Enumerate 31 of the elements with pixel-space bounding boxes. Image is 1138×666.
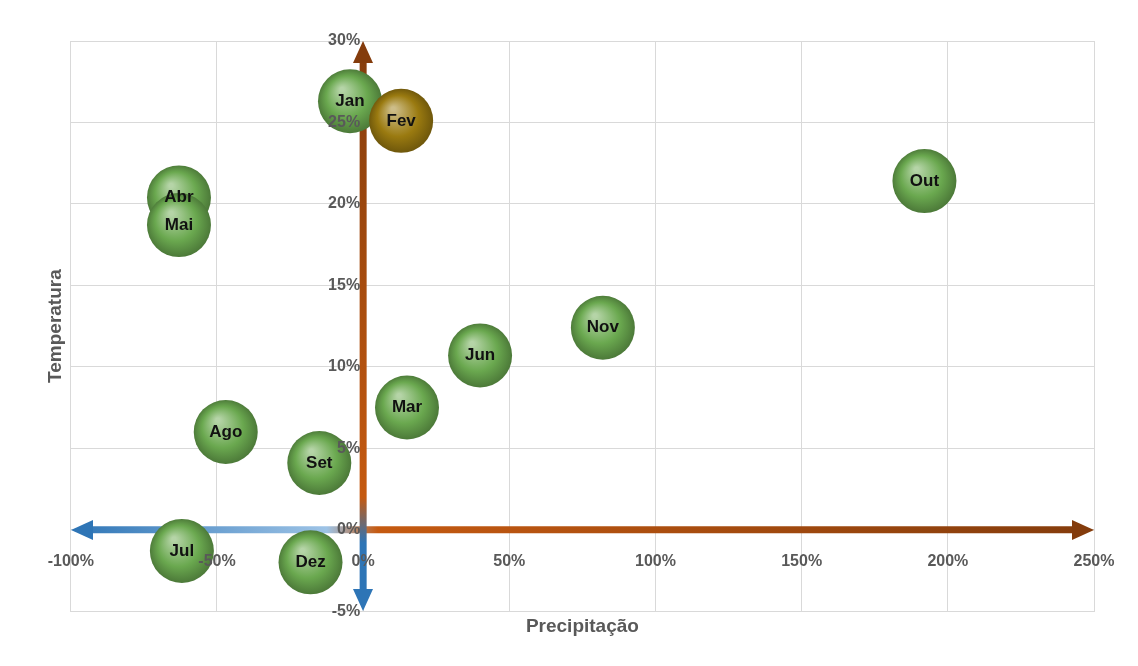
y-tick-label: -5% (331, 601, 361, 619)
point (374, 375, 439, 440)
y-tick-label: 15% (328, 275, 361, 293)
data-label: Mar (391, 397, 423, 417)
data-label: Out (909, 170, 940, 190)
x-axis-title: Precipitação (525, 614, 639, 636)
y-tick-label: 10% (328, 357, 361, 375)
x-tick-label: -100% (47, 552, 94, 570)
x-tick-label: 200% (927, 552, 969, 570)
y-tick-label: 20% (328, 194, 361, 212)
x-tick-label: 100% (635, 552, 676, 570)
data-label: Jun (464, 345, 496, 365)
x-tick-label: 50% (493, 552, 526, 570)
y-axis-title: Temperatura (43, 268, 65, 383)
data-label: Set (306, 452, 333, 472)
point (570, 295, 635, 360)
data-label: Fev (386, 110, 417, 130)
y-tick-label: 25% (328, 112, 361, 130)
data-label: Jan (335, 90, 365, 110)
data-label: Jul (169, 540, 195, 560)
point (448, 323, 513, 388)
data-label: Ago (209, 421, 243, 441)
y-tick-label: 30% (328, 31, 361, 49)
point (892, 149, 957, 214)
data-label: Dez (295, 552, 326, 572)
point (369, 88, 434, 153)
x-tick-label: 250% (1073, 552, 1115, 570)
data-label: Nov (586, 317, 620, 337)
data-label: Mai (164, 214, 194, 234)
x-tick-label: 150% (781, 552, 823, 570)
data-label: Abr (164, 187, 194, 207)
